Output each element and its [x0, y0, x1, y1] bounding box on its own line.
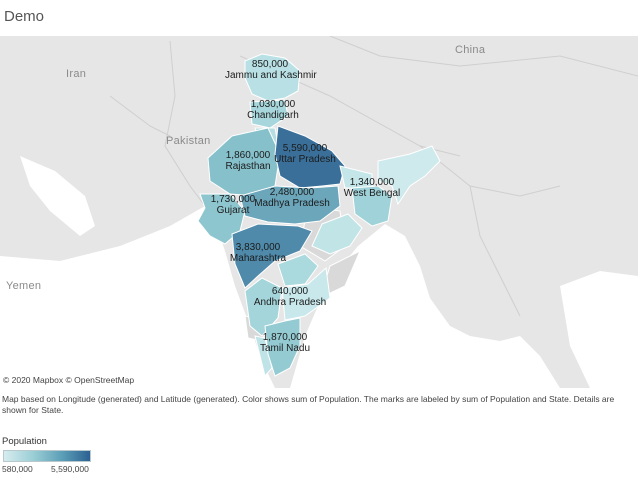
state-label-uttar-pradesh[interactable]: 5,590,000 Uttar Pradesh [265, 143, 345, 165]
state-shape-north-east [377, 145, 441, 206]
map-canvas [0, 36, 638, 388]
bay-of-bengal [290, 224, 560, 388]
state-population-label: 3,830,000 [235, 242, 281, 253]
state-name-label: Rajasthan [225, 161, 271, 172]
state-name-label: Maharashtra [229, 253, 287, 264]
state-shape-madhya-pradesh [239, 185, 341, 225]
legend-max-label: 5,590,000 [51, 464, 89, 474]
state-label-andhra-pradesh[interactable]: 640,000 Andhra Pradesh [245, 286, 335, 308]
state-shape-maharashtra [231, 223, 313, 289]
persian-gulf [20, 156, 95, 236]
state-label-chandigarh[interactable]: 1,030,000 Chandigarh [233, 99, 313, 121]
state-shape-karnataka [244, 277, 283, 337]
state-name-label: West Bengal [343, 188, 401, 199]
state-name-label: Chandigarh [247, 110, 299, 121]
state-population-label: 1,030,000 [250, 99, 296, 110]
state-label-maharashtra[interactable]: 3,830,000 Maharashtra [218, 242, 298, 264]
state-shape-west-bengal [351, 185, 393, 227]
state-name-label: Tamil Nadu [259, 343, 311, 354]
arabian-sea [0, 206, 275, 388]
south-china-sea [560, 271, 638, 388]
state-shape-telangana-area [277, 253, 319, 287]
state-population-label: 2,480,000 [269, 187, 315, 198]
country-label-china: China [455, 44, 486, 56]
state-name-label: Madhya Pradesh [254, 198, 330, 209]
country-label-pakistan: Pakistan [166, 135, 211, 147]
state-label-jammu-and-kashmir[interactable]: 850,000 Jammu and Kashmir [225, 59, 317, 81]
state-shape-odisha-area [311, 213, 363, 255]
state-name-label: Jammu and Kashmir [225, 70, 317, 81]
state-shape-uttar-pradesh [274, 125, 346, 189]
state-population-label: 1,340,000 [349, 177, 395, 188]
legend-min-label: 580,000 [2, 464, 33, 474]
state-label-west-bengal[interactable]: 1,340,000 West Bengal [332, 177, 412, 199]
state-shape-chandigarh [249, 99, 289, 129]
state-label-gujarat[interactable]: 1,730,000 Gujarat [193, 194, 273, 216]
state-shape-tamil-nadu [264, 317, 301, 377]
legend-color-ramp [3, 450, 91, 462]
state-label-rajasthan[interactable]: 1,860,000 Rajasthan [208, 150, 288, 172]
state-name-label: Uttar Pradesh [274, 154, 336, 165]
country-label-iran: Iran [66, 68, 87, 80]
map-view[interactable]: Iran Pakistan China Yemen 850,000 Jammu … [0, 36, 638, 388]
state-population-label: 1,730,000 [210, 194, 256, 205]
sheet-title: Demo [4, 8, 45, 25]
state-label-tamil-nadu[interactable]: 1,870,000 Tamil Nadu [245, 332, 325, 354]
state-population-label: 5,590,000 [282, 143, 328, 154]
state-population-label: 640,000 [271, 286, 309, 297]
state-shape-jammu-and-kashmir [244, 53, 301, 102]
state-shape-gujarat [197, 193, 246, 245]
map-attribution[interactable]: © 2020 Mapbox © OpenStreetMap [3, 375, 135, 385]
gulf-water [0, 264, 110, 314]
legend-title: Population [2, 436, 47, 447]
country-label-yemen: Yemen [6, 280, 42, 292]
state-shapes [197, 53, 441, 378]
state-name-label: Andhra Pradesh [253, 297, 327, 308]
map-caption: Map based on Longitude (generated) and L… [2, 394, 615, 415]
state-population-label: 1,870,000 [262, 332, 308, 343]
state-shape-andhra-pradesh [281, 267, 331, 321]
state-label-madhya-pradesh[interactable]: 2,480,000 Madhya Pradesh [247, 187, 337, 209]
state-name-label: Gujarat [216, 205, 250, 216]
state-population-label: 1,860,000 [225, 150, 271, 161]
state-population-label: 850,000 [251, 59, 289, 70]
